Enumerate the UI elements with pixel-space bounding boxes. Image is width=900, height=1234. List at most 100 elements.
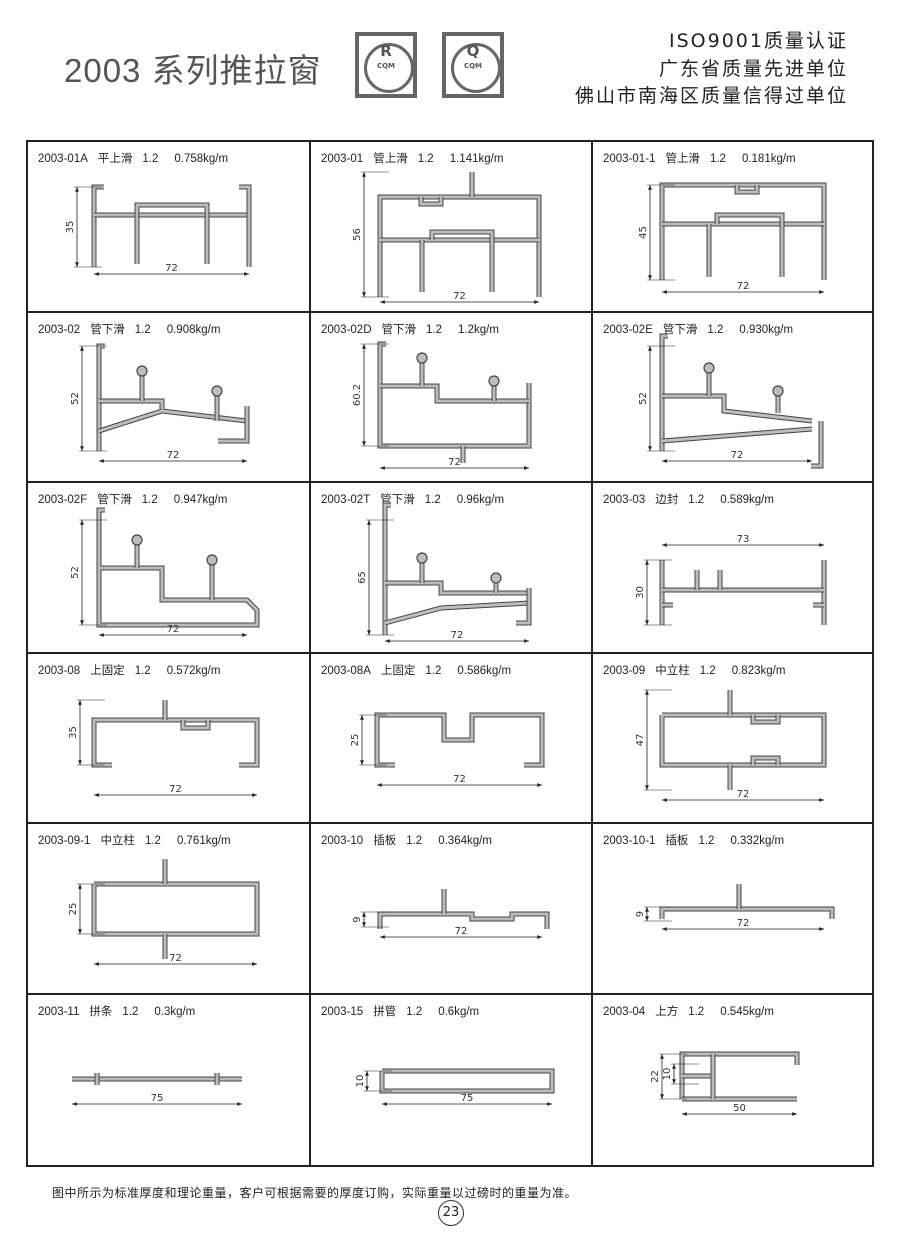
certification-nanhai: 佛山市南海区质量信得过单位 (574, 85, 848, 107)
profile-name: 管上滑 (373, 153, 408, 165)
profile-cell: 2003-15 拼管 1.2 0.6kg/m 10 75 (311, 994, 593, 1165)
profile-code: 2003-02D (321, 323, 372, 336)
profile-caption: 2003-01-1 管上滑 1.2 0.181kg/m (603, 150, 806, 166)
profile-name: 管下滑 (662, 323, 698, 336)
profile-code: 2003-09 (603, 664, 646, 677)
profile-weight: 0.947kg/m (173, 494, 228, 506)
profile-caption: 2003-10 插板 1.2 0.364kg/m (321, 832, 502, 848)
profile-outline (91, 717, 260, 767)
profile-code: 2003-04 (603, 1005, 646, 1018)
dimension-label: 72 (167, 450, 180, 461)
profile-code: 2003-10-1 (603, 835, 656, 847)
dimension-label: 52 (70, 566, 81, 579)
profile-name: 拼管 (373, 1005, 397, 1018)
profile-caption: 2003-08 上固定 1.2 0.572kg/m (38, 662, 230, 678)
profile-table: 2003-01A 平上滑 1.2 0.758kg/m 35 72 2003-01 管上滑 1.2… (26, 140, 874, 1167)
dimension-label: 52 (638, 392, 649, 405)
profile-cell: 2003-02 管下滑 1.2 0.908kg/m 52 72 (28, 312, 311, 483)
profile-thickness: 1.2 (688, 1005, 705, 1018)
dimension-label: 72 (453, 291, 466, 302)
profile-thickness: 1.2 (406, 835, 423, 847)
profile-drawing: 35 72 (68, 699, 260, 797)
profile-code: 2003-08A (321, 664, 371, 677)
profile-fill (516, 588, 531, 625)
profile-drawing: 65 72 (357, 502, 532, 643)
profile-name: 管下滑 (90, 323, 125, 336)
profile-fill (751, 714, 780, 723)
profile-caption: 2003-09 中立柱 1.2 0.823kg/m (603, 662, 795, 678)
profile-cell: 2003-03 边封 1.2 0.589kg/m 30 73 (593, 483, 872, 654)
dimension-label: 75 (151, 1093, 164, 1104)
profile-code: 2003-02E (603, 323, 653, 336)
profile-code: 2003-09-1 (38, 835, 91, 847)
profile-bulb (416, 351, 428, 364)
profile-thickness: 1.2 (688, 494, 705, 506)
profile-cell: 2003-01-1 管上滑 1.2 0.181kg/m 45 72 (593, 142, 872, 313)
certification-guangdong: 广东省质量先进单位 (658, 58, 848, 80)
profile-caption: 2003-02F 管下滑 1.2 0.947kg/m (38, 491, 237, 507)
profile-weight: 0.364kg/m (438, 835, 492, 847)
profile-code: 2003-01 (321, 153, 364, 165)
profile-drawing: 56 72 (352, 171, 542, 304)
dimension-label: 72 (737, 281, 750, 292)
profile-thickness: 1.2 (698, 835, 715, 847)
profile-thickness: 1.2 (709, 153, 726, 165)
profile-cell: 2003-02D 管下滑 1.2 1.2kg/m 60.2 72 (311, 312, 593, 483)
profile-outline (377, 341, 532, 448)
profile-outline (659, 182, 827, 280)
profile-fill (385, 581, 529, 595)
profile-code: 2003-02T (321, 494, 371, 506)
profile-fill (384, 601, 530, 625)
dimension-label: 72 (453, 774, 466, 785)
profile-cell: 2003-10-1 插板 1.2 0.332kg/m 9 72 (593, 824, 872, 995)
logo-symbol: Q (466, 42, 480, 60)
profile-fill (380, 1069, 554, 1092)
profile-thickness: 1.2 (417, 153, 434, 165)
profile-bulb (772, 384, 784, 397)
dimension-label: 72 (451, 630, 464, 641)
page-number: 23 (438, 1200, 464, 1226)
profile-name: 上固定 (90, 664, 125, 677)
profile-drawing: 52 72 (638, 333, 824, 468)
profile-fill (98, 409, 163, 432)
profile-outline (659, 712, 827, 767)
profile-bulb (490, 572, 502, 584)
profile-code: 2003-11 (38, 1005, 80, 1018)
profile-name: 中立柱 (655, 664, 690, 677)
profile-outline (380, 383, 529, 403)
profile-cell: 2003-01 管上滑 1.2 1.141kg/m 56 72 (311, 142, 593, 313)
dimension-label: 72 (169, 784, 182, 795)
profile-caption: 2003-01 管上滑 1.2 1.141kg/m (321, 150, 513, 166)
profile-bulb (703, 361, 715, 374)
profile-fill (239, 185, 251, 267)
profile-fill (99, 399, 248, 422)
profile-weight: 0.589kg/m (720, 494, 774, 506)
profile-fill (92, 718, 259, 766)
dimension-label: 72 (169, 953, 182, 964)
profile-code: 2003-15 (321, 1005, 364, 1018)
profile-name: 插板 (665, 835, 689, 847)
profile-bulb (211, 384, 223, 397)
profile-caption: 2003-02 管下滑 1.2 0.908kg/m (38, 321, 230, 337)
profile-weight: 0.181kg/m (741, 153, 796, 165)
profile-drawing: 22 10 50 (650, 1051, 800, 1116)
profile-thickness: 1.2 (707, 323, 724, 336)
profile-bulb (131, 534, 143, 546)
profile-thickness: 1.2 (699, 664, 716, 677)
dimension-label: 35 (68, 726, 79, 739)
profile-code: 2003-01A (38, 153, 88, 165)
profile-weight: 0.586kg/m (457, 664, 512, 677)
dimension-label: 60.2 (352, 383, 363, 405)
profile-fill (419, 197, 443, 206)
profile-drawing: 25 72 (350, 712, 545, 787)
dimension-label: 72 (731, 450, 744, 461)
profile-fill (660, 183, 826, 280)
dimension-label: 9 (635, 911, 646, 917)
dimension-label: 10 (662, 1067, 673, 1080)
profile-name: 上固定 (380, 664, 416, 677)
profile-fill (378, 195, 541, 297)
profile-weight: 0.96kg/m (456, 494, 505, 506)
dimension-label: 72 (448, 457, 461, 468)
dimension-label: 47 (635, 733, 646, 746)
profile-caption: 2003-10-1 插板 1.2 0.332kg/m (603, 832, 794, 848)
